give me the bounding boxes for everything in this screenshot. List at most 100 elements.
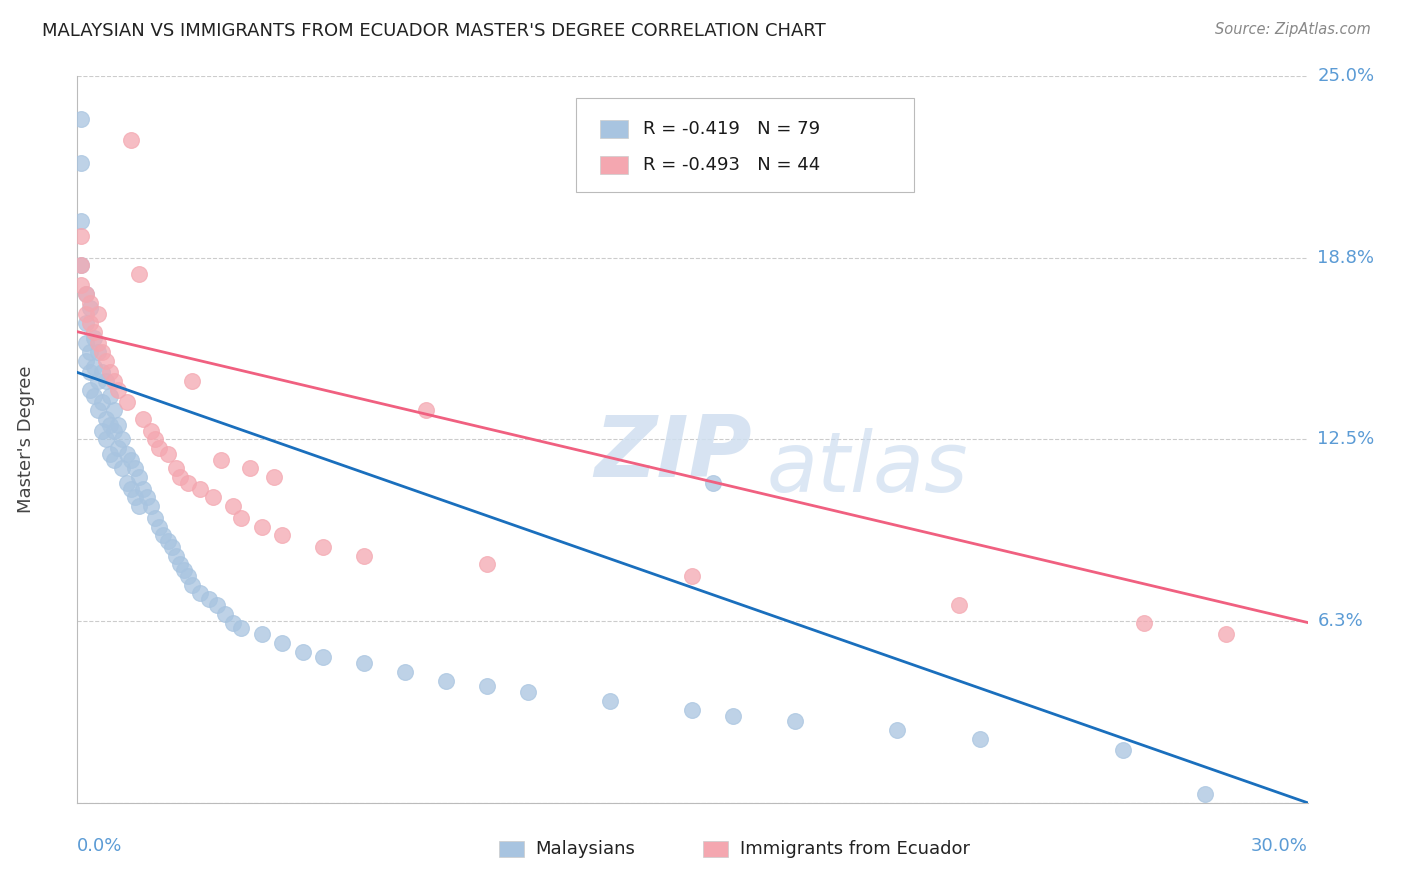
Point [98, 447, 121, 461]
Point [1132, 615, 1154, 630]
Point [124, 461, 146, 475]
Point [291, 644, 314, 658]
Text: MALAYSIAN VS IMMIGRANTS FROM ECUADOR MASTER'S DEGREE CORRELATION CHART: MALAYSIAN VS IMMIGRANTS FROM ECUADOR MAS… [42, 22, 825, 40]
Point [312, 540, 335, 554]
Point [98, 366, 121, 380]
Point [124, 491, 146, 505]
Point [148, 519, 170, 533]
Point [111, 433, 134, 447]
Point [682, 569, 704, 583]
Point [599, 694, 621, 708]
Point [188, 482, 212, 496]
Point [120, 482, 142, 496]
Point [87, 345, 110, 359]
Point [222, 499, 245, 513]
Point [90, 366, 114, 380]
Point [70, 228, 93, 243]
Point [98, 389, 121, 403]
Point [231, 511, 253, 525]
Text: R = -0.493   N = 44: R = -0.493 N = 44 [643, 156, 820, 174]
Text: 6.3%: 6.3% [1317, 612, 1364, 630]
Point [94, 412, 117, 426]
Point [90, 345, 114, 359]
Point [79, 301, 101, 316]
Point [165, 549, 187, 563]
Point [214, 607, 236, 621]
Point [94, 353, 117, 368]
Point [948, 598, 970, 612]
Point [90, 424, 114, 438]
Point [415, 403, 437, 417]
Point [70, 278, 93, 293]
Point [70, 258, 93, 272]
Point [107, 417, 129, 432]
Point [83, 359, 105, 374]
Point [132, 412, 155, 426]
Point [181, 374, 204, 388]
Point [115, 475, 138, 490]
Point [79, 383, 101, 397]
Point [165, 461, 187, 475]
Point [783, 714, 806, 729]
Point [156, 534, 179, 549]
Point [128, 267, 150, 281]
Point [141, 424, 163, 438]
Point [75, 353, 97, 368]
Point [75, 316, 97, 330]
Point [177, 569, 200, 583]
Point [79, 366, 101, 380]
Point [75, 287, 97, 301]
Point [75, 307, 97, 321]
Point [517, 685, 540, 699]
Text: atlas: atlas [766, 428, 967, 509]
Point [120, 452, 142, 467]
Point [197, 592, 219, 607]
Point [1194, 787, 1216, 801]
Point [312, 650, 335, 665]
Point [250, 519, 273, 533]
Point [128, 499, 150, 513]
Point [271, 528, 294, 542]
Point [83, 325, 105, 339]
Point [152, 528, 174, 542]
Point [83, 389, 105, 403]
Point [70, 258, 93, 272]
Text: 0.0%: 0.0% [77, 837, 122, 855]
Text: ZIP: ZIP [595, 412, 752, 495]
Point [70, 112, 93, 127]
Text: R = -0.419   N = 79: R = -0.419 N = 79 [643, 120, 820, 138]
Point [120, 133, 142, 147]
Point [477, 680, 499, 694]
Point [969, 731, 991, 746]
Point [239, 461, 262, 475]
Text: 25.0%: 25.0% [1317, 67, 1375, 85]
Text: Master's Degree: Master's Degree [17, 366, 35, 513]
Point [141, 499, 163, 513]
Point [394, 665, 416, 679]
Point [353, 657, 375, 671]
Point [103, 403, 125, 417]
Point [205, 598, 228, 612]
Point [75, 336, 97, 351]
Point [87, 307, 110, 321]
Point [188, 586, 212, 600]
Point [136, 491, 159, 505]
Point [143, 511, 166, 525]
Point [132, 482, 155, 496]
Point [98, 417, 121, 432]
Point [79, 345, 101, 359]
Point [169, 558, 191, 572]
Point [353, 549, 375, 563]
Point [87, 374, 110, 388]
Point [87, 336, 110, 351]
Point [148, 441, 170, 455]
Point [70, 214, 93, 228]
Point [436, 673, 458, 688]
Point [173, 563, 195, 577]
Text: Source: ZipAtlas.com: Source: ZipAtlas.com [1215, 22, 1371, 37]
Point [111, 461, 134, 475]
Point [477, 558, 499, 572]
Point [115, 447, 138, 461]
Point [107, 383, 129, 397]
Point [107, 441, 129, 455]
